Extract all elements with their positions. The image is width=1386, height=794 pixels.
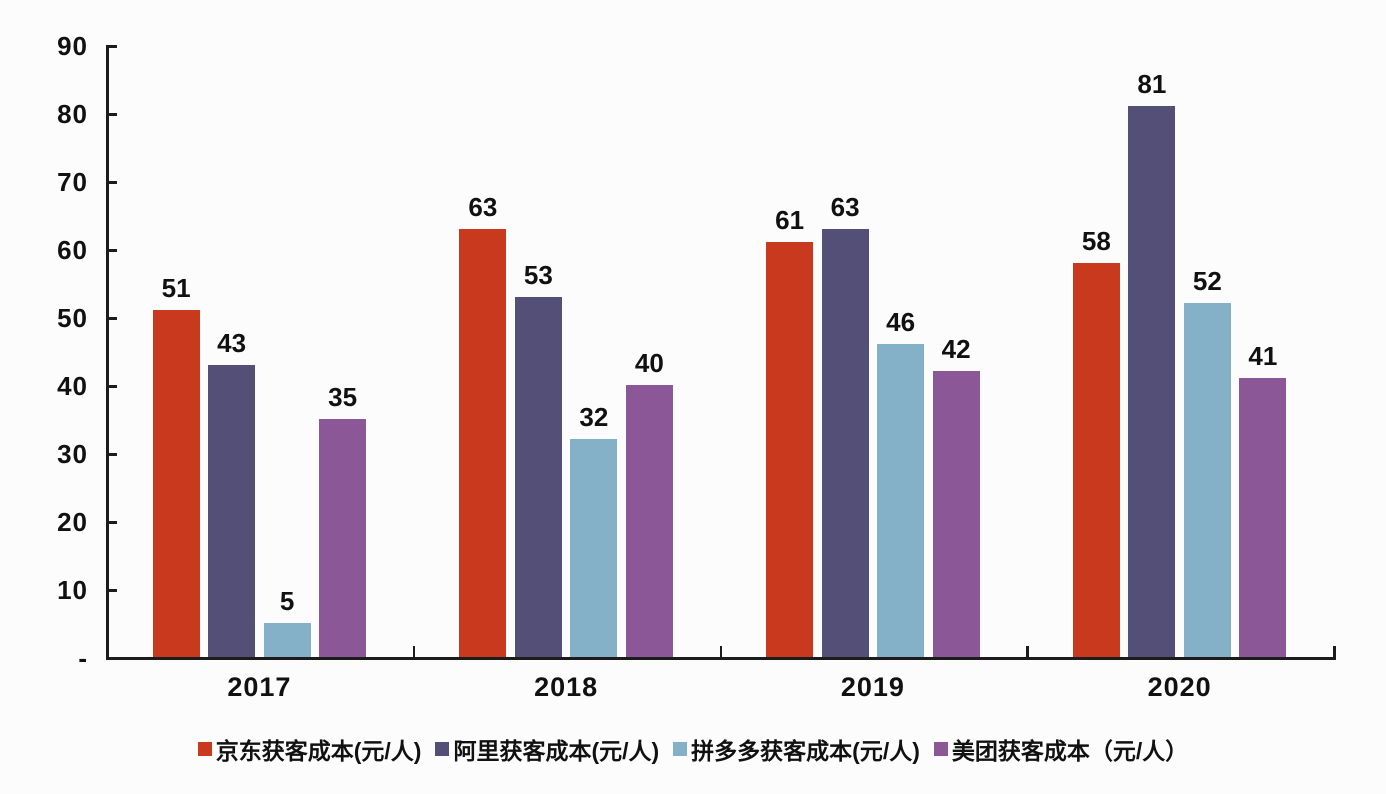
bar-2017-series1 — [208, 364, 256, 657]
bar-2018-series3 — [625, 385, 673, 657]
bar-value-label: 5 — [279, 586, 295, 616]
x-axis-tick — [412, 646, 416, 657]
y-axis-tick — [106, 453, 117, 456]
bar-2019-series0 — [766, 242, 814, 657]
bar-2017-series0 — [152, 310, 200, 657]
bar-2018-series1 — [514, 296, 562, 657]
y-axis-label: 80 — [57, 99, 88, 129]
legend-item: 阿里获客成本(元/人) — [435, 732, 659, 766]
bar-2018-series2 — [570, 439, 618, 657]
bar-2019-series2 — [877, 344, 925, 657]
y-axis-tick — [106, 45, 117, 48]
legend-item: 京东获客成本(元/人) — [197, 732, 422, 766]
y-axis-label: 50 — [57, 303, 88, 333]
x-category-label: 2017 — [227, 672, 292, 702]
bar-2020-series3 — [1239, 378, 1287, 657]
y-axis-tick — [106, 521, 117, 524]
y-axis-label: 20 — [57, 507, 88, 537]
bar-value-label: 63 — [468, 191, 498, 222]
bar-2017-series2 — [263, 623, 311, 657]
legend-swatch-icon — [197, 742, 212, 756]
bar-value-label: 58 — [1081, 225, 1111, 256]
y-axis-tick — [106, 113, 117, 116]
legend-label: 阿里获客成本(元/人) — [453, 738, 660, 764]
y-axis-label: 90 — [57, 31, 88, 61]
y-axis-label: 40 — [57, 371, 88, 401]
x-category-label: 2020 — [1147, 672, 1212, 702]
y-axis-tick — [106, 181, 117, 184]
legend-swatch-icon — [933, 742, 948, 756]
x-axis-tick — [1333, 646, 1336, 657]
legend: 京东获客成本(元/人) 阿里获客成本(元/人) 拼多多获客成本(元/人) 美团获客成本… — [0, 732, 1386, 766]
legend-swatch-icon — [673, 742, 688, 756]
bar-value-label: 43 — [217, 327, 247, 358]
legend-label: 拼多多获客成本(元/人) — [691, 738, 920, 764]
y-axis-label: 70 — [57, 167, 88, 197]
bar-value-label: 46 — [886, 307, 916, 338]
x-axis-tick — [1026, 646, 1029, 657]
x-axis-line — [106, 657, 1336, 660]
bar-value-label: 40 — [634, 348, 664, 378]
bar-value-label: 41 — [1248, 341, 1278, 372]
bar-2020-series0 — [1072, 262, 1120, 657]
bar-value-label: 35 — [328, 382, 358, 412]
legend-item: 美团获客成本（元/人） — [933, 732, 1189, 766]
legend-label: 美团获客成本（元/人） — [951, 738, 1189, 764]
y-axis-label: - — [78, 643, 88, 673]
bar-value-label: 32 — [579, 402, 609, 433]
bar-value-label: 51 — [161, 273, 191, 304]
y-axis-tick — [106, 249, 117, 252]
bar-value-label: 81 — [1137, 69, 1167, 100]
x-axis-tick — [719, 646, 722, 657]
y-axis-line — [106, 45, 109, 660]
y-axis-tick — [106, 317, 117, 320]
x-category-label: 2018 — [534, 672, 599, 702]
bar-2017-series3 — [319, 419, 367, 657]
bar-value-label: 52 — [1192, 266, 1222, 297]
y-axis-label: 10 — [57, 575, 88, 605]
y-axis-tick — [106, 385, 117, 388]
bar-2020-series2 — [1183, 303, 1231, 657]
y-axis-tick — [106, 589, 117, 592]
bar-value-label: 42 — [941, 334, 971, 365]
y-axis-label: 30 — [57, 439, 88, 469]
bar-2020-series1 — [1128, 106, 1176, 657]
y-axis-label: 60 — [57, 235, 88, 265]
legend-item: 拼多多获客成本(元/人) — [673, 732, 920, 766]
bar-value-label: 61 — [775, 205, 805, 236]
legend-swatch-icon — [435, 742, 450, 756]
bar-2018-series0 — [459, 228, 507, 657]
bar-2019-series3 — [932, 371, 980, 657]
x-category-label: 2019 — [840, 672, 905, 702]
bar-2019-series1 — [821, 228, 869, 657]
legend-label: 京东获客成本(元/人) — [215, 738, 422, 764]
bar-value-label: 63 — [830, 191, 860, 222]
bar-value-label: 53 — [523, 259, 553, 290]
